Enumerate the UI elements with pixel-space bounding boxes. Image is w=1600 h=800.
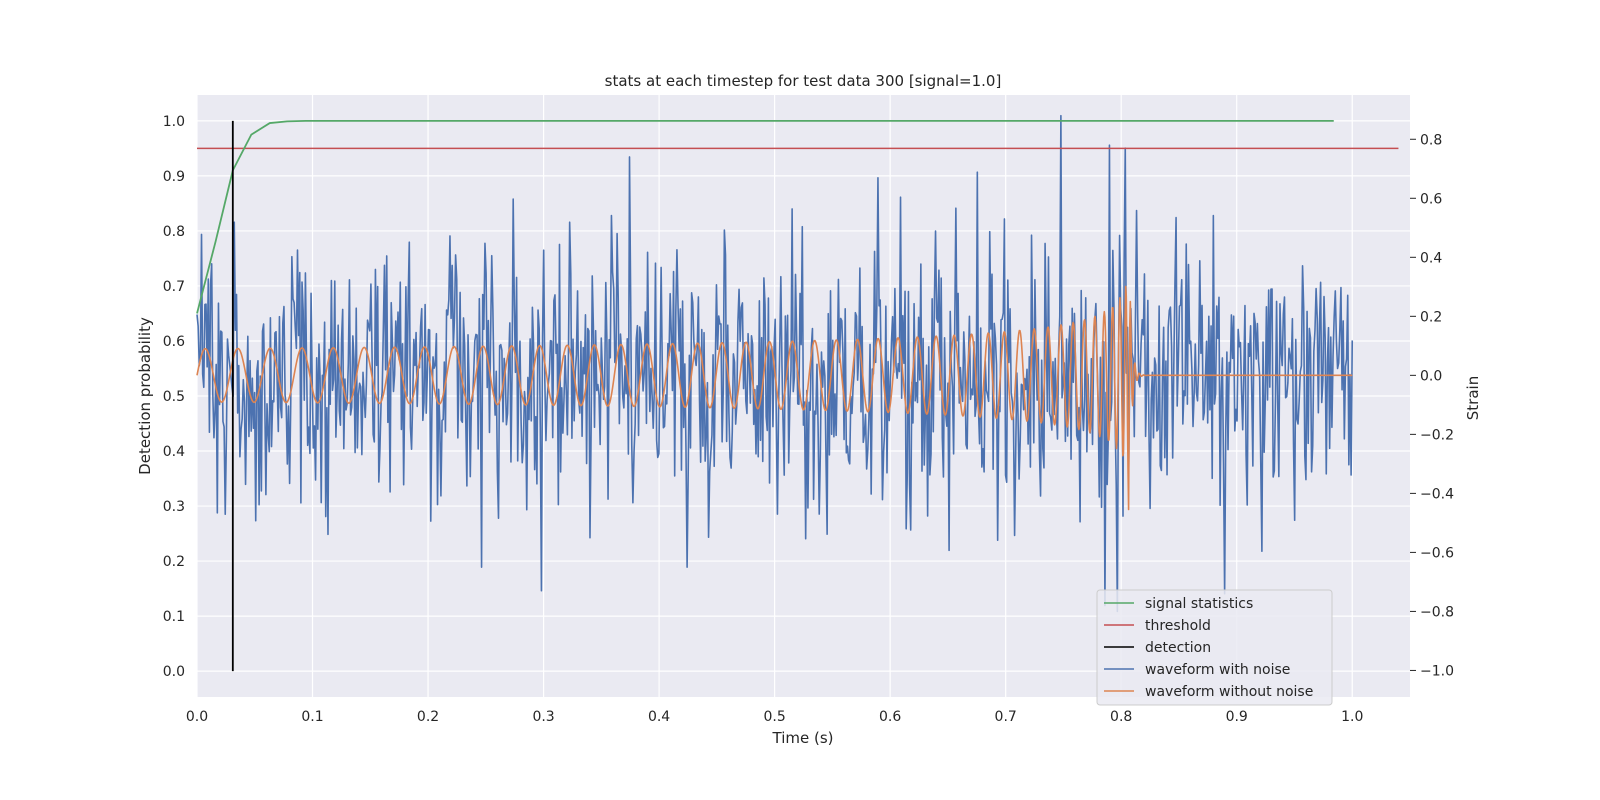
y-tick-label: 0.6 (163, 334, 185, 350)
x-tick-label: 0.9 (1226, 709, 1248, 725)
y2-axis-label: Strain (1464, 376, 1482, 420)
x-tick-label: 0.5 (763, 709, 785, 725)
legend-entry-detection: detection (1104, 640, 1211, 656)
y-axis-left: 0.0 0.1 0.2 0.3 0.4 0.5 0.6 0.7 0.8 0.9 1.0 (163, 114, 185, 680)
x-tick-label: 0.3 (532, 709, 554, 725)
chart-title: stats at each timestep for test data 300… (605, 72, 1002, 90)
y-tick-label: 0.0 (163, 664, 185, 680)
y-tick-label: 0.8 (163, 224, 185, 240)
x-tick-label: 1.0 (1341, 709, 1363, 725)
series-waveform-with-noise (196, 114, 1354, 613)
legend-label: detection (1145, 640, 1211, 656)
y-tick-label: 0.2 (163, 554, 185, 570)
y-tick-label: 1.0 (163, 114, 185, 130)
x-axis-label: Time (s) (772, 729, 834, 747)
legend-entry-waveform-without-noise: waveform without noise (1104, 684, 1313, 700)
legend-label: threshold (1145, 618, 1211, 634)
y2-tick-label: 0.8 (1420, 132, 1442, 148)
x-tick-label: 0.8 (1110, 709, 1132, 725)
y-tick-label: 0.5 (163, 389, 185, 405)
x-tick-label: 0.0 (186, 709, 208, 725)
y2-tick-label: 0.6 (1420, 191, 1442, 207)
x-axis: 0.0 0.1 0.2 0.3 0.4 0.5 0.6 0.7 0.8 0.9 1.0 (186, 709, 1364, 725)
y-tick-label: 0.4 (163, 444, 185, 460)
y-tick-label: 0.7 (163, 279, 185, 295)
series-waveform-without-noise (196, 285, 1353, 511)
x-tick-label: 0.1 (301, 709, 323, 725)
y2-tick-label: 0.0 (1420, 368, 1442, 384)
legend-entry-waveform-with-noise: waveform with noise (1104, 662, 1290, 678)
y2-tick-label: −0.8 (1420, 604, 1454, 620)
y2-tick-label: −1.0 (1420, 663, 1454, 679)
legend-entry-threshold: threshold (1104, 618, 1211, 634)
y2-tick-label: −0.4 (1420, 486, 1454, 502)
y-axis-label: Detection probability (136, 317, 154, 475)
y2-tick-label: 0.2 (1420, 309, 1442, 325)
legend-entry-signal-statistics: signal statistics (1104, 596, 1253, 612)
legend: signal statistics threshold detection wa… (1096, 589, 1333, 706)
x-tick-label: 0.7 (995, 709, 1017, 725)
y-tick-label: 0.1 (163, 609, 185, 625)
y2-tick-label: −0.6 (1420, 545, 1454, 561)
series-layer (196, 114, 1399, 672)
legend-label: waveform with noise (1145, 662, 1290, 678)
series-signal-statistics (196, 119, 1334, 314)
x-tick-label: 0.4 (648, 709, 670, 725)
y2-tick-label: 0.4 (1420, 250, 1442, 266)
y-axis-right: −1.0 −0.8 −0.6 −0.4 −0.2 0.0 0.2 0.4 0.6 0.8 (1410, 132, 1454, 679)
x-tick-label: 0.2 (417, 709, 439, 725)
legend-box (1096, 589, 1333, 706)
y-tick-label: 0.9 (163, 169, 185, 185)
legend-label: signal statistics (1145, 596, 1253, 612)
y2-tick-label: −0.2 (1420, 427, 1454, 443)
y-tick-label: 0.3 (163, 499, 185, 515)
legend-label: waveform without noise (1145, 684, 1313, 700)
x-tick-label: 0.6 (879, 709, 901, 725)
